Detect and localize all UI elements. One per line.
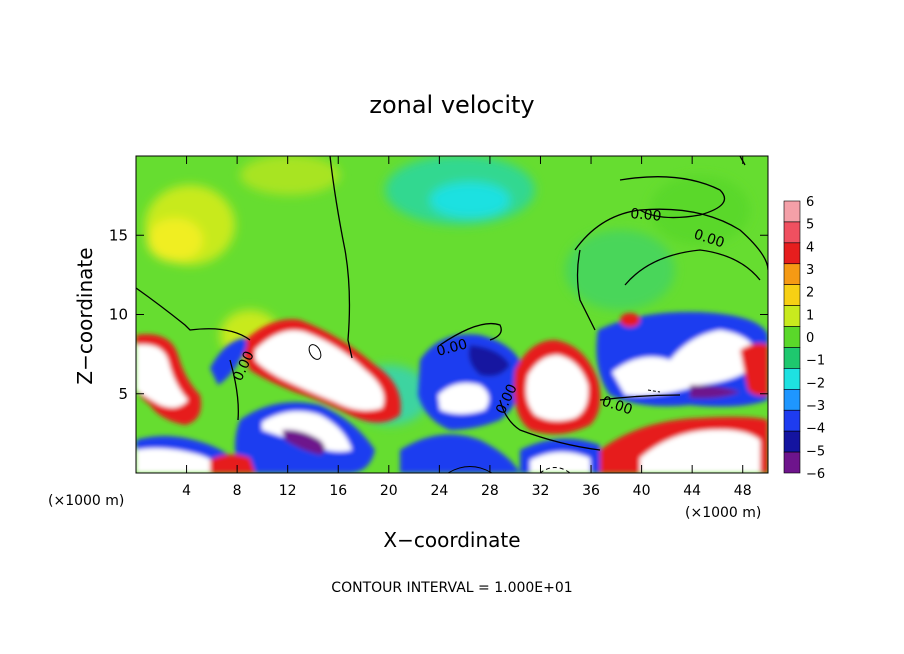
colorbar-swatch (783, 347, 801, 369)
x-tick-label: 44 (683, 483, 701, 499)
colorbar-label: 2 (806, 286, 814, 301)
x-tick-label: 24 (430, 483, 448, 499)
x-tick-label: 8 (233, 483, 242, 499)
colorbar-swatch (783, 242, 801, 265)
x-tick-label: 16 (329, 483, 347, 499)
heatmap-field: 0.00 0.00 0.00 0.00 0.00 0.00 (136, 156, 768, 473)
colorbar-label: 1 (806, 308, 814, 323)
colorbar-swatch (783, 284, 801, 306)
colorbar-label: −1 (806, 354, 825, 369)
colorbar-label: −6 (806, 467, 825, 482)
colorbar-swatch (783, 430, 801, 453)
colorbar-swatch (783, 221, 801, 244)
colorbar-swatch (783, 263, 801, 285)
colorbar-swatch (783, 368, 801, 390)
colorbar-label: 0 (806, 331, 814, 346)
x-axis: 4 8 12 16 20 24 28 32 36 40 44 48 (182, 156, 752, 499)
x-tick-label: 48 (734, 483, 752, 499)
colorbar-label: 4 (806, 240, 814, 255)
colorbar-label: −3 (806, 399, 825, 414)
y-tick-label: 15 (109, 226, 128, 244)
colorbar-swatch (783, 200, 801, 223)
x-unit-right: (×1000 m) (685, 505, 761, 521)
y-tick-label: 10 (109, 306, 128, 324)
colorbar-swatch (783, 451, 801, 474)
colorbar: 6 5 4 3 2 1 0 −1 −2 −3 −4 −5 −6 (783, 195, 825, 482)
contour-label: 0.00 (435, 336, 469, 360)
colorbar-swatch (783, 389, 801, 411)
x-unit-left: (×1000 m) (48, 493, 124, 509)
colorbar-swatch (783, 409, 801, 432)
x-tick-label: 36 (582, 483, 600, 499)
x-tick-label: 40 (633, 483, 651, 499)
contour-label: 0.00 (630, 206, 662, 225)
colorbar-label: 6 (806, 195, 814, 210)
y-axis: 5 10 15 (109, 226, 768, 403)
colorbar-swatch (783, 305, 801, 327)
colorbar-label: 3 (806, 263, 814, 278)
y-axis-label: Z−coordinate (73, 247, 97, 384)
colorbar-label: −2 (806, 376, 825, 391)
contour-interval-note: CONTOUR INTERVAL = 1.000E+01 (331, 580, 572, 596)
chart-title: zonal velocity (369, 91, 534, 119)
x-tick-label: 4 (182, 483, 191, 499)
colorbar-label: −4 (806, 422, 825, 437)
x-axis-label: X−coordinate (383, 528, 520, 552)
x-tick-label: 12 (279, 483, 297, 499)
colorbar-label: −5 (806, 444, 825, 459)
x-tick-label: 28 (481, 483, 499, 499)
colorbar-label: 5 (806, 218, 814, 233)
x-tick-label: 20 (380, 483, 398, 499)
x-tick-label: 32 (532, 483, 550, 499)
y-tick-label: 5 (118, 385, 128, 403)
colorbar-swatch (783, 326, 801, 348)
